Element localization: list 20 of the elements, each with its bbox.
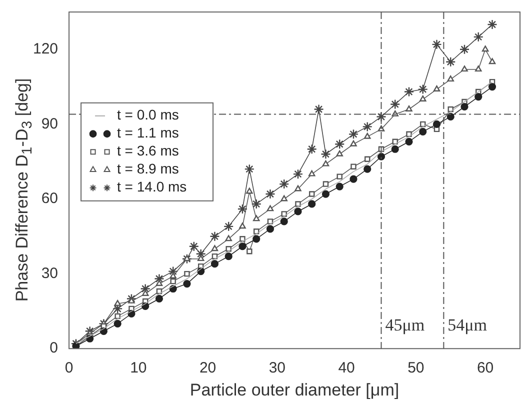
ref-line-label: 54μm	[448, 316, 488, 335]
x-tick-label: 40	[338, 360, 355, 377]
x-tick-label: 50	[408, 360, 424, 377]
legend-label: t = 14.0 ms	[117, 178, 187, 195]
legend-label: t = 0.0 ms	[117, 106, 179, 123]
x-axis-title: Particle outer diameter [μm]	[190, 380, 400, 400]
x-tick-label: 0	[64, 360, 74, 377]
legend-label: t = 8.9 ms	[117, 160, 179, 177]
y-tick-label: 0	[50, 340, 58, 357]
y-tick-label: 60	[41, 190, 58, 208]
ref-line-label: 45μm	[385, 316, 425, 335]
x-tick-label: 60	[476, 360, 494, 377]
legend-label: t = 3.6 ms	[117, 142, 179, 159]
legend-label: t = 1.1 ms	[117, 124, 179, 141]
y-tick-label: 90	[41, 115, 58, 132]
y-tick-label: 30	[41, 264, 58, 282]
x-tick-label: 30	[268, 360, 286, 377]
x-tick-label: 20	[199, 360, 216, 377]
y-tick-label: 120	[32, 40, 58, 58]
x-tick-label: 10	[130, 360, 147, 377]
